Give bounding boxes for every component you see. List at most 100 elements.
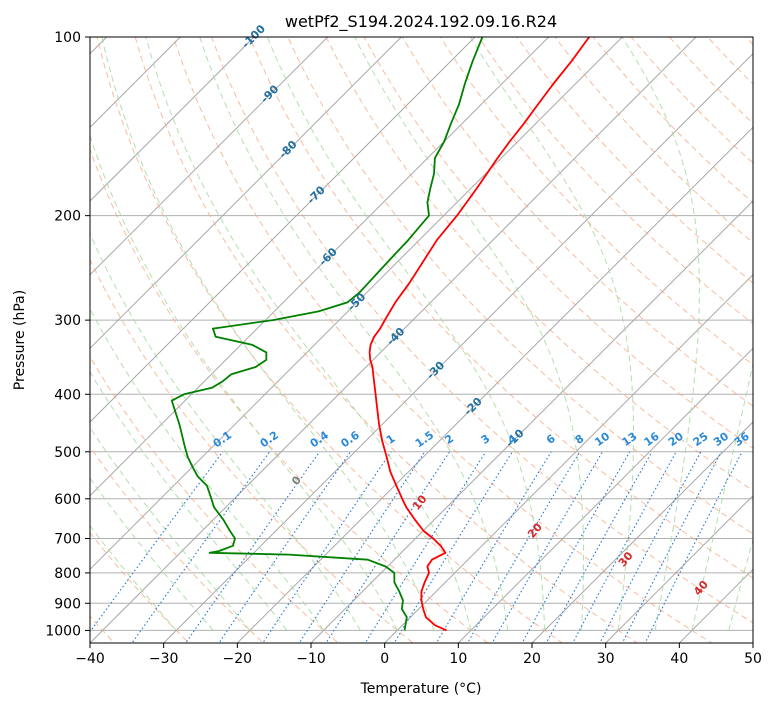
isotherm-line — [90, 37, 403, 350]
moist-adiabat-line — [199, 37, 509, 631]
x-tick-label: 0 — [380, 651, 389, 667]
mixing-ratio-line — [644, 451, 743, 643]
dry-adiabat-line — [249, 37, 753, 579]
isotherm-line — [90, 37, 624, 571]
mixing-ratio-label: 36 — [732, 429, 752, 449]
mixing-ratio-line — [491, 451, 603, 643]
y-tick-label: 900 — [54, 596, 81, 612]
moist-adiabat-line — [90, 307, 325, 631]
isotherm-line — [90, 37, 476, 423]
mixing-ratio-line — [466, 451, 581, 643]
isotherm-line — [310, 200, 753, 643]
moist-adiabat-line — [266, 37, 546, 631]
x-axis-label: Temperature (°C) — [360, 681, 482, 697]
dry-adiabat-line — [287, 37, 753, 535]
x-tick-label: −30 — [149, 651, 179, 667]
mixing-ratio-line — [298, 451, 426, 643]
dry-adiabat-line — [90, 445, 265, 643]
mixing-ratio-line — [599, 451, 702, 643]
mixing-ratio-label: 25 — [691, 430, 711, 449]
mixing-ratio-line — [131, 451, 271, 643]
moist-adiabat-label: 10 — [410, 492, 430, 512]
mixing-ratio-line — [521, 451, 631, 643]
dry-adiabat-line — [96, 37, 564, 643]
moist-adiabat-label: 40 — [691, 578, 711, 598]
dry-adiabat-line — [706, 37, 753, 85]
y-tick-label: 200 — [54, 209, 81, 225]
dry-adiabat-line — [210, 37, 753, 624]
isotherm-line — [752, 642, 753, 643]
temperature-profile — [368, 37, 590, 632]
y-tick-label: 700 — [54, 532, 81, 548]
y-axis-label: Pressure (hPa) — [12, 290, 28, 390]
dry-adiabat-line — [90, 258, 414, 643]
line-labels: -100-90-80-70-60-50-40-30-20-100.1 0.2 0.4… — [211, 22, 752, 598]
y-tick-label: 300 — [54, 313, 81, 329]
isotherm-line — [383, 273, 753, 643]
moist-adiabat-label: 20 — [525, 520, 545, 540]
mixing-ratio-label: 8 — [573, 432, 587, 447]
x-ticks: −40 −30 −20 −10 0 10 20 30 40 50 — [75, 643, 762, 667]
mixing-ratio-line — [393, 451, 513, 643]
mixing-ratio-line — [325, 451, 451, 643]
x-tick-label: −20 — [223, 651, 253, 667]
x-tick-label: 30 — [597, 651, 615, 667]
isotherm-line — [90, 37, 697, 643]
dewpoint-profile — [170, 37, 484, 631]
moist-adiabat-line — [90, 232, 361, 631]
y-tick-label: 600 — [54, 492, 81, 508]
dry-adiabat-line — [592, 37, 753, 204]
mixing-ratio-label: 2 — [442, 432, 456, 447]
dry-adiabat-line — [90, 148, 489, 643]
isotherm-line — [0, 10, 60, 655]
dry-adiabat-line — [134, 37, 638, 643]
isotherm-line — [90, 37, 550, 497]
moist-adiabat-line — [728, 538, 753, 631]
dry-adiabat-line — [90, 355, 339, 643]
mixing-ratio-line — [621, 451, 722, 643]
x-tick-label: 40 — [670, 651, 688, 667]
dry-adiabat-line — [325, 37, 753, 492]
dry-adiabat-line — [516, 37, 753, 284]
y-tick-label: 400 — [54, 387, 81, 403]
mixing-ratio-line — [262, 451, 392, 643]
isotherm-line — [457, 347, 753, 643]
moist-adiabat-line — [101, 37, 435, 631]
dry-adiabat-line — [758, 10, 775, 655]
moist-adiabat-line — [354, 37, 584, 631]
x-tick-label: 20 — [523, 651, 541, 667]
moist-adiabat-line — [145, 37, 472, 631]
mixing-ratio-label: 0.6 — [338, 428, 362, 450]
isotherm-line — [678, 568, 753, 643]
y-ticks: 100 200 300 400 500 600 700 800 900 1000 — [45, 30, 90, 639]
isotherm-line — [90, 37, 182, 129]
y-tick-label: 1000 — [45, 623, 81, 639]
dry-adiabat-label: -80 — [276, 138, 299, 161]
isotherm-line — [90, 37, 329, 276]
isotherm-line — [90, 37, 255, 202]
mixing-ratio-label: 1 — [384, 432, 398, 447]
x-tick-label: −10 — [296, 651, 326, 667]
mixing-ratio-line — [435, 451, 552, 643]
mixing-ratio-label: 0.2 — [258, 428, 281, 450]
x-tick-label: 10 — [449, 651, 467, 667]
plot-frame — [89, 36, 754, 644]
dry-adiabat-line — [172, 37, 713, 643]
moist-adiabat-line — [90, 525, 177, 631]
mixing-ratio-label: 16 — [642, 429, 662, 449]
moist-adiabat-label: 30 — [616, 549, 636, 569]
dry-adiabat-line — [363, 37, 753, 449]
moist-adiabat-line — [90, 371, 288, 631]
mixing-ratio-label: 3 — [479, 432, 493, 447]
dry-adiabat-line — [439, 37, 753, 366]
moist-adiabat-line — [621, 37, 700, 631]
chart-title: wetPf2_S194.2024.192.09.16.R24 — [285, 12, 557, 32]
isotherm-line — [162, 52, 753, 643]
mixing-ratio-line — [364, 451, 487, 643]
mixing-ratio-line — [218, 451, 351, 643]
mixing-ratio-label: 0.1 — [211, 428, 234, 450]
moist-adiabat-line — [90, 477, 214, 631]
moist-adiabat-line — [90, 134, 398, 631]
